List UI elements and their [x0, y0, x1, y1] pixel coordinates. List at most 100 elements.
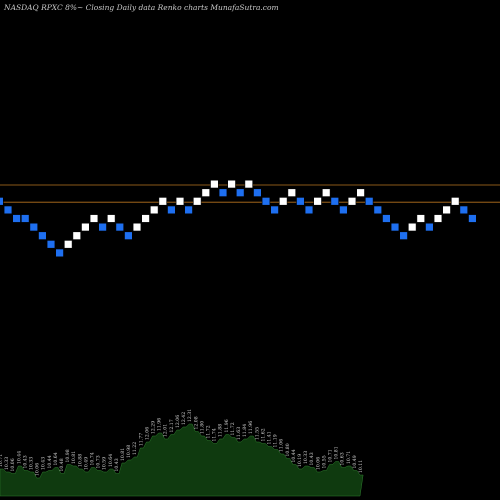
volume-label: 10.44: [291, 449, 297, 462]
volume-label: 10.49: [352, 455, 358, 468]
renko-brick-down: [20, 214, 30, 223]
renko-brick-up: [81, 222, 90, 232]
renko-brick-up: [433, 214, 443, 223]
renko-brick-up: [407, 222, 417, 232]
volume-label: 11.41: [266, 431, 272, 444]
volume-label: 10.19: [297, 454, 303, 467]
volume-label: 12.31: [187, 409, 193, 422]
volume-label: 11.77: [138, 433, 144, 446]
volume-label: 10.64: [108, 454, 114, 467]
renko-brick-down: [12, 214, 21, 223]
volume-label: 11.55: [254, 427, 260, 440]
volume-label: 11.96: [157, 418, 163, 431]
renko-brick-down: [29, 222, 38, 232]
chart-title: NASDAQ RPXC 8%~ Closing Daily data Renko…: [3, 3, 279, 12]
volume-label: 12.17: [169, 419, 175, 432]
volume-label: 11.63: [236, 427, 242, 440]
renko-brick-down: [390, 222, 400, 232]
renko-brick-up: [347, 197, 357, 206]
renko-brick-down: [184, 205, 193, 215]
renko-brick-up: [107, 214, 116, 223]
volume-label: 10.71: [346, 451, 352, 464]
renko-brick-down: [253, 188, 262, 197]
volume-label: 11.84: [242, 424, 248, 437]
volume-label: 11.88: [218, 424, 224, 437]
volume-label: 10.33: [303, 451, 309, 464]
volume-label: 10.55: [321, 455, 327, 468]
renko-brick-up: [175, 197, 185, 206]
volume-label: 12.29: [151, 421, 157, 434]
renko-brick-down: [364, 197, 374, 206]
volume-label: 10.43: [114, 458, 120, 471]
volume-label: 10.48: [59, 458, 65, 471]
renko-brick-up: [89, 214, 99, 223]
volume-label: 10.81: [334, 446, 340, 459]
volume-label: 10.71: [327, 449, 333, 462]
renko-brick-down: [270, 205, 279, 215]
volume-label: 12.06: [144, 427, 150, 440]
renko-brick-up: [150, 205, 159, 215]
volume-label: 12.01: [163, 424, 169, 437]
renko-brick-up: [278, 197, 288, 206]
volume-label: 10.71: [0, 454, 4, 467]
renko-brick-down: [330, 197, 339, 206]
volume-label: 10.63: [340, 452, 346, 465]
volume-label: 10.81: [71, 451, 77, 464]
renko-brick-up: [321, 188, 331, 197]
renko-brick-up: [64, 240, 73, 249]
renko-brick-up: [416, 214, 425, 223]
renko-brick-up: [244, 179, 253, 189]
renko-brick-up: [287, 188, 296, 197]
volume-label: 10.06: [35, 463, 41, 476]
renko-brick-down: [124, 231, 133, 240]
renko-brick-down: [425, 222, 434, 232]
volume-label: 10.80: [285, 443, 291, 456]
volume-label: 11.06: [279, 439, 285, 452]
volume-label: 10.43: [309, 452, 315, 465]
renko-brick-down: [373, 205, 382, 215]
volume-label: 11.62: [260, 428, 266, 441]
renko-brick-up: [72, 231, 82, 240]
volume-label: 11.80: [199, 421, 205, 434]
renko-brick-down: [0, 197, 4, 206]
renko-brick-down: [167, 205, 176, 215]
renko-brick-up: [193, 197, 202, 206]
volume-label: 10.43: [22, 455, 28, 468]
volume-label: 11.72: [230, 422, 236, 435]
renko-brick-down: [296, 197, 305, 206]
renko-brick-up: [450, 197, 460, 206]
renko-brick-up: [442, 205, 451, 215]
renko-brick-down: [115, 222, 125, 232]
volume-label: 10.74: [90, 452, 96, 465]
renko-brick-up: [141, 214, 150, 223]
renko-brick-down: [55, 248, 64, 258]
renko-brick-up: [132, 222, 142, 232]
renko-brick-down: [236, 188, 245, 197]
volume-label: 11.19: [273, 434, 279, 447]
renko-brick-up: [227, 179, 236, 189]
volume-label: 10.11: [358, 460, 364, 473]
volume-label: 10.06: [315, 457, 321, 470]
volume-label: 10.49: [83, 457, 89, 470]
renko-brick-down: [382, 214, 391, 223]
volume-label: 10.59: [102, 457, 108, 470]
renko-bricks: [0, 179, 477, 258]
volume-label: 11.22: [132, 442, 138, 455]
volume-label: 11.96: [224, 419, 230, 432]
volume-label: 11.96: [248, 421, 254, 434]
volume-label: 11.72: [205, 425, 211, 438]
volume-label: 10.64: [53, 452, 59, 465]
volume-label: 10.33: [4, 457, 10, 470]
volume-label: 10.44: [47, 455, 53, 468]
volume-label: 10.88: [77, 454, 83, 467]
volume-label: 10.73: [96, 455, 102, 468]
volume-label: 10.06: [10, 458, 16, 471]
volume-label: 10.98: [126, 445, 132, 458]
renko-brick-down: [218, 188, 228, 197]
volume-area: [0, 423, 364, 497]
renko-brick-up: [313, 197, 322, 206]
volume-label: 11.74: [212, 428, 218, 441]
volume-area-path: [0, 423, 364, 497]
